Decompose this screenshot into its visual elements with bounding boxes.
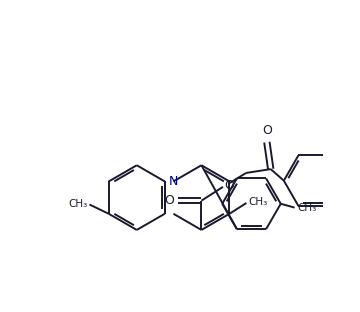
Text: CH₃: CH₃ (249, 197, 268, 207)
Text: CH₃: CH₃ (297, 202, 316, 212)
Text: O: O (165, 194, 175, 207)
Text: N: N (169, 175, 178, 188)
Text: CH₃: CH₃ (68, 199, 87, 209)
Text: O: O (225, 179, 234, 192)
Text: O: O (262, 124, 272, 137)
